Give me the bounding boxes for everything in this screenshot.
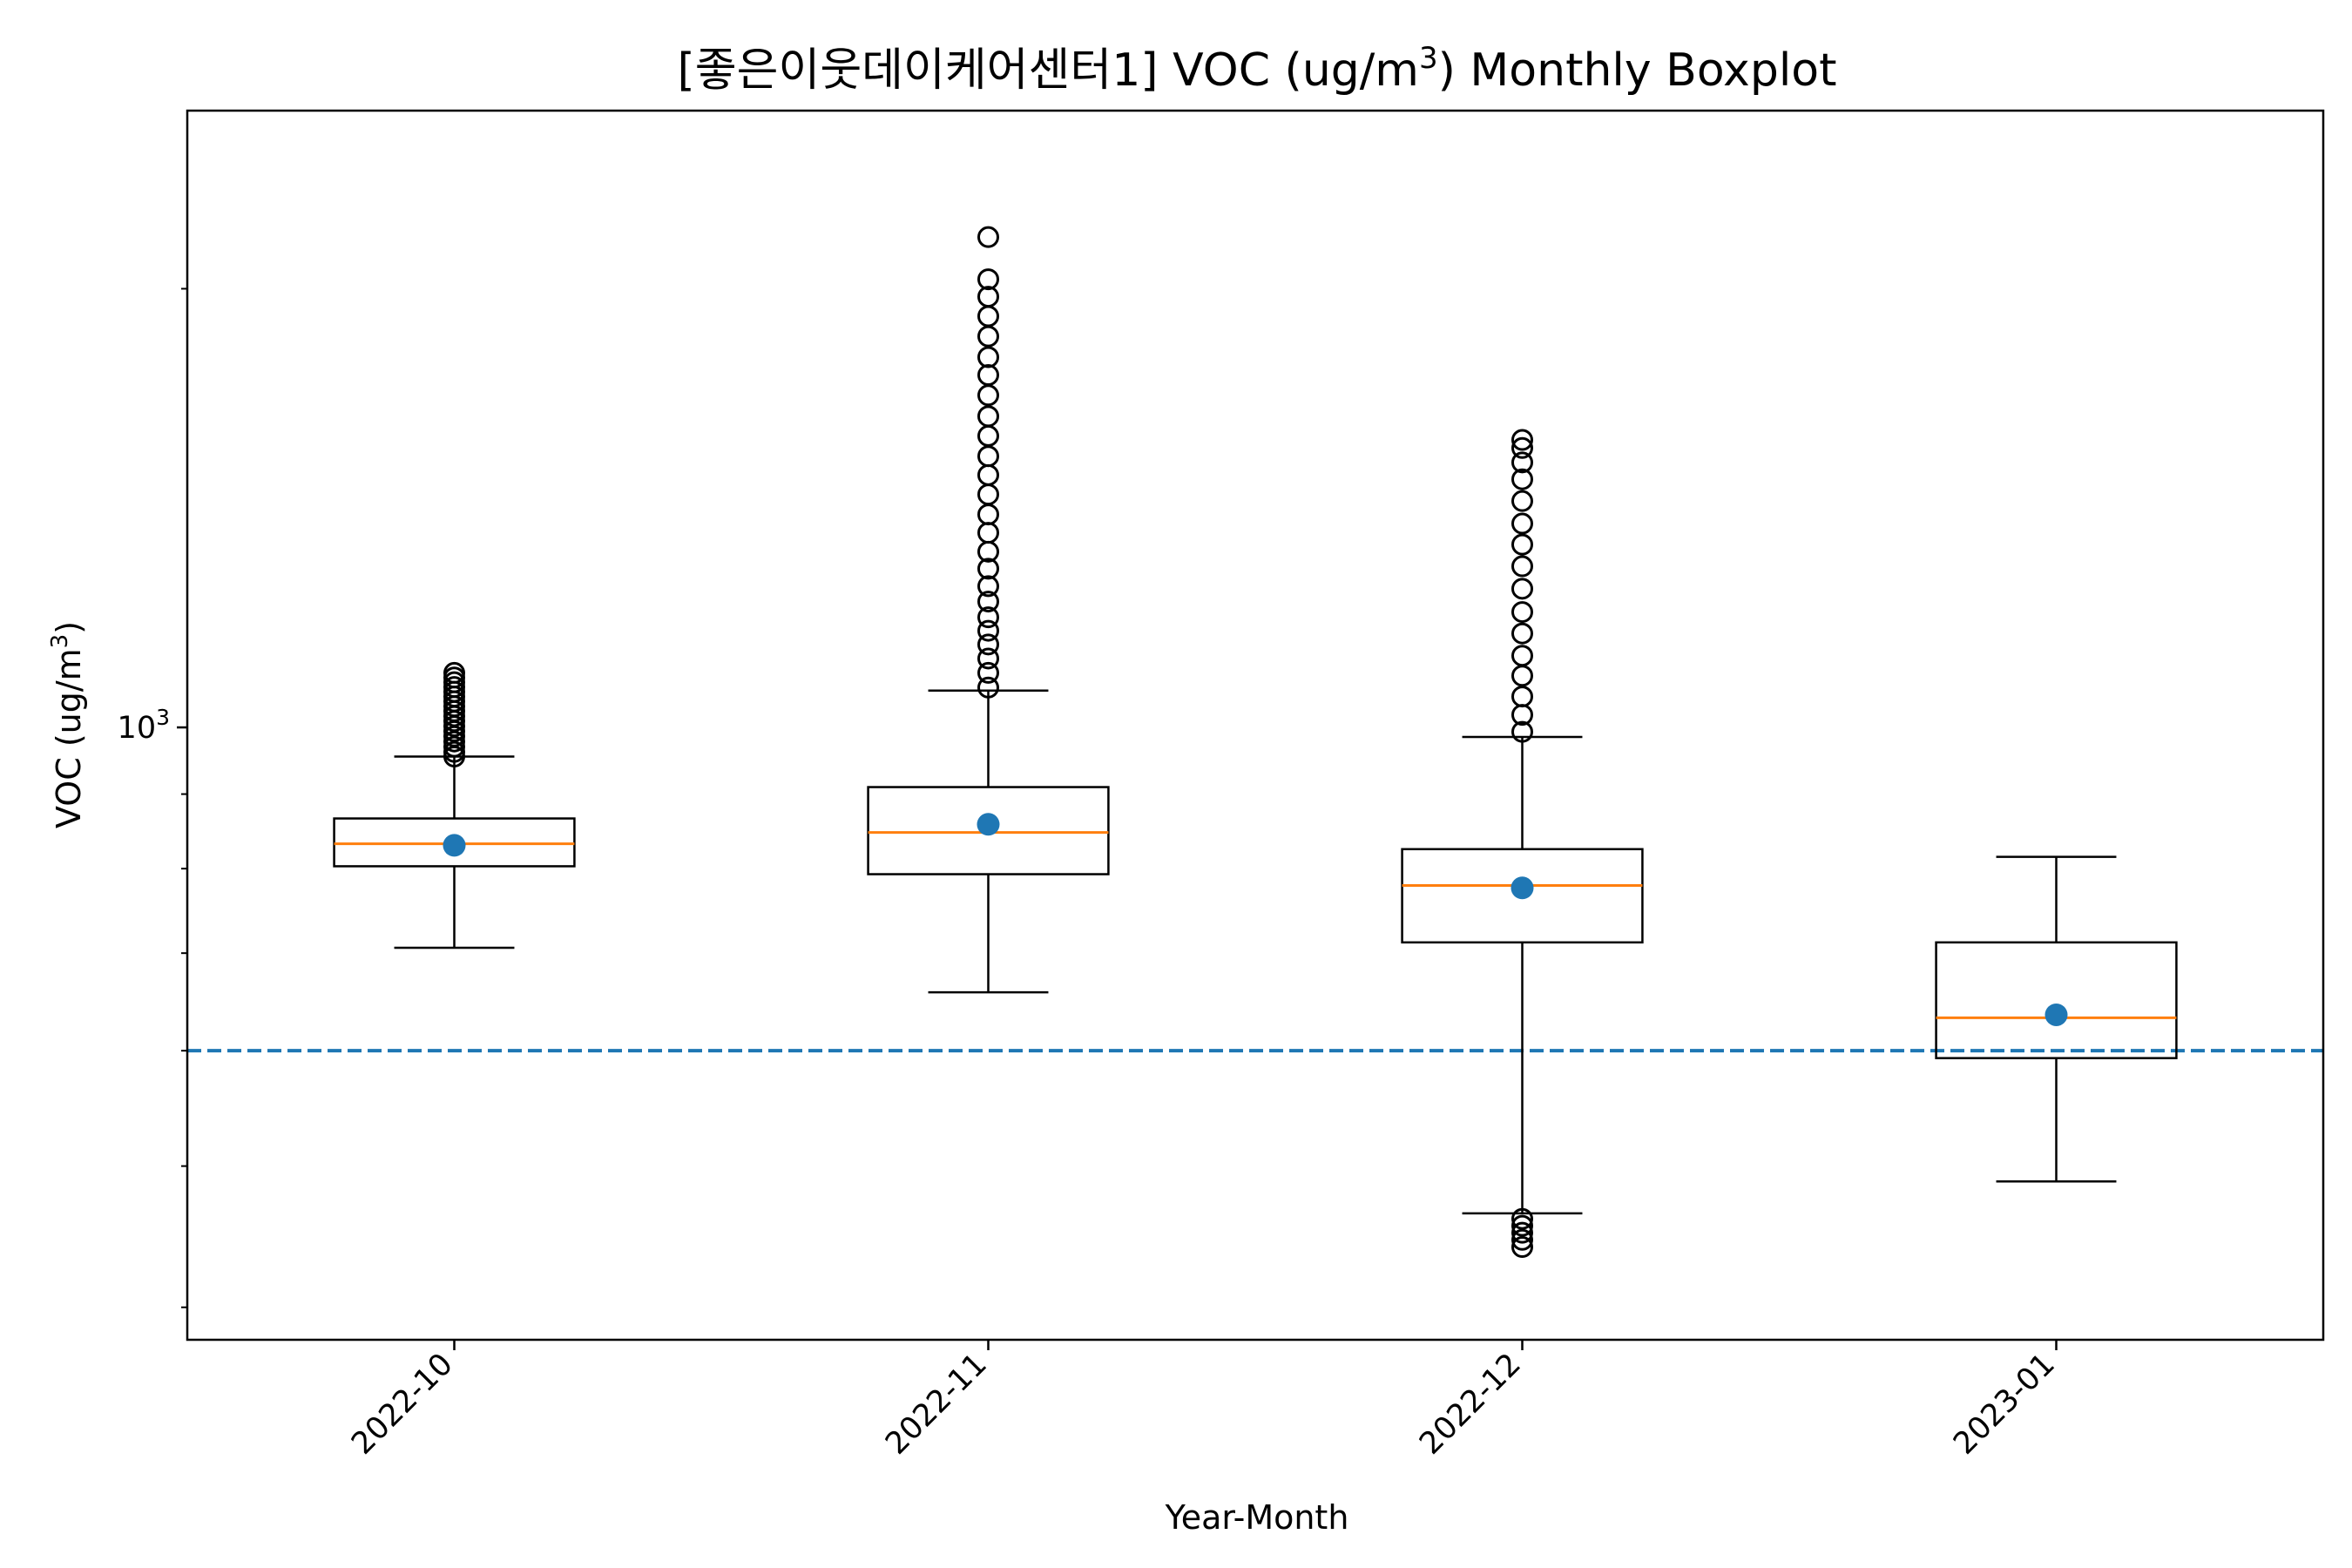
outlier-point [1511,601,1533,624]
outlier-point [977,558,999,580]
mean-point [443,834,466,857]
outlier-point [977,633,999,656]
outlier-point [1511,533,1533,556]
outlier-point [1511,622,1533,645]
box-group-2022-10 [333,661,576,950]
outlier-point [1511,1207,1533,1230]
outlier-point [1511,686,1533,708]
y-axis-label-main: VOC (ug/m [50,648,88,828]
outlier-point [977,226,999,248]
outlier-point [1511,1214,1533,1237]
outlier-point [977,591,999,613]
outlier-point [977,405,999,428]
outlier-point [977,661,999,684]
outlier-point [1511,645,1533,667]
outlier-point [1511,429,1533,451]
box-group-2022-12 [1401,429,1644,1258]
y-axis-label-superscript: 3 [47,634,73,649]
iqr-box [1935,941,2178,1059]
box-group-2022-11 [867,226,1110,994]
outlier-point [977,575,999,598]
outlier-point [1511,451,1533,474]
plot-frame [186,109,2325,1342]
outlier-point [1511,720,1533,743]
box-layer [333,226,2178,1258]
outlier-point [1511,1228,1533,1251]
outlier-point [977,619,999,642]
chart-title-superscript: 3 [1419,41,1438,76]
outlier-point [977,676,999,699]
chart-title-main: [좋은이웃데이케어센터1] VOC (ug/m [678,44,1419,97]
outlier-point [1511,468,1533,490]
plot-area [186,109,2325,1342]
outlier-point [1511,490,1533,512]
outlier-point [1511,555,1533,578]
x-axis-label: Year-Month [1165,1498,1349,1537]
outlier-point [1511,512,1533,535]
outlier-point [977,606,999,629]
outlier-point [977,346,999,368]
y-tick-label: 103 [118,705,170,746]
y-tick-label-exponent: 3 [156,705,170,730]
y-tick-label-base: 10 [118,711,157,746]
outlier-point [443,740,465,763]
box-group-2023-01 [1935,855,2178,1183]
outlier-point [443,661,465,684]
mean-point [2044,1003,2068,1026]
outlier-point [1511,1235,1533,1258]
outlier-point [443,735,465,758]
mean-point [977,813,1000,836]
outlier-point [1511,578,1533,600]
chart-title-tail: ) Monthly Boxplot [1438,44,1837,97]
y-axis-label-tail: ) [50,621,88,634]
iqr-box [867,786,1110,875]
outlier-point [977,268,999,291]
outlier-point [1511,436,1533,459]
outlier-point [1511,1221,1533,1244]
iqr-box [1401,848,1644,944]
outlier-point [977,647,999,670]
y-axis: 103 [118,287,187,1308]
outlier-point [977,286,999,308]
iqr-box [333,817,576,868]
chart-title: [좋은이웃데이케어센터1] VOC (ug/m3) Monthly Boxplo… [678,41,1837,97]
mean-point [1511,876,1534,900]
y-axis-label: VOC (ug/m3) [47,621,88,828]
